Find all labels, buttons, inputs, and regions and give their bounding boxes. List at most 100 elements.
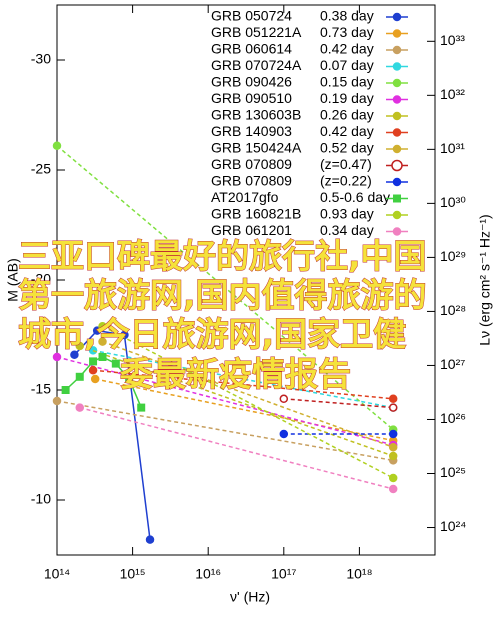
- y-tick-label: -10: [31, 491, 51, 507]
- series-line: [92, 369, 394, 400]
- legend-label: (z=0.47): [320, 156, 372, 172]
- legend-marker: [392, 62, 402, 71]
- legend-label: 0.07 day: [320, 57, 374, 73]
- legend-marker: [393, 194, 401, 203]
- point: [388, 473, 398, 483]
- y2-tick-label: 10²⁴: [440, 518, 466, 534]
- legend-marker: [392, 111, 402, 121]
- legend-name: GRB 060614: [211, 41, 292, 57]
- point: [145, 535, 155, 544]
- legend-name: GRB 150424A: [211, 140, 302, 156]
- y2-tick-label: 10²⁷: [440, 356, 465, 372]
- y-tick-label: -25: [31, 161, 51, 177]
- series-line: [79, 406, 394, 490]
- y2-tick-label: 10³¹: [440, 140, 465, 156]
- point: [388, 429, 398, 439]
- legend-label: 0.19 day: [320, 90, 374, 106]
- legend-marker: [392, 227, 402, 236]
- series-line: [56, 145, 394, 431]
- legend-marker: [392, 12, 402, 22]
- point: [98, 337, 107, 346]
- legend-name: GRB 090510: [211, 90, 292, 106]
- legend-name: GRB 160821B: [211, 206, 301, 222]
- legend-label: 0.38 day: [320, 8, 374, 24]
- legend-label: 0.73 day: [320, 24, 374, 40]
- point: [98, 353, 107, 361]
- series-line: [73, 329, 151, 540]
- point: [88, 365, 98, 375]
- series-line: [102, 340, 394, 448]
- point: [92, 326, 102, 335]
- overlay-text: 城市,今日旅游网,国家卫健: [18, 315, 406, 354]
- y2-tick-label: 10²⁸: [440, 302, 466, 318]
- legend-name: GRB 130603B: [211, 107, 301, 123]
- point: [137, 403, 146, 412]
- point: [388, 484, 398, 494]
- x-tick-label: 10¹⁴: [44, 566, 70, 582]
- point: [52, 352, 62, 362]
- legend-name: GRB 070809: [211, 156, 292, 172]
- legend-label: 0.26 day: [320, 107, 374, 123]
- series-line: [283, 398, 394, 409]
- x-tick-label: 10¹⁸: [346, 566, 372, 582]
- legend-marker: [392, 78, 402, 88]
- series-line: [56, 356, 394, 446]
- series-line: [102, 325, 394, 479]
- point: [89, 357, 98, 366]
- point: [388, 394, 398, 404]
- legend-label: (z=0.22): [320, 173, 372, 189]
- series-line: [56, 400, 394, 462]
- y2-tick-label: 10³²: [440, 86, 465, 102]
- y-tick-label: -15: [31, 381, 51, 397]
- legend-marker: [392, 95, 402, 104]
- legend-name: GRB 070724A: [211, 57, 302, 73]
- legend-name: GRB 051221A: [211, 24, 302, 40]
- point: [98, 321, 107, 331]
- point: [61, 386, 70, 394]
- y2-tick-label: 10²⁶: [440, 410, 466, 426]
- y-tick-label: -30: [31, 51, 51, 67]
- y2-tick-label: 10²⁵: [440, 464, 466, 480]
- y2-tick-label: 10³³: [440, 32, 465, 48]
- point: [52, 396, 62, 406]
- legend-marker: [392, 210, 402, 220]
- legend-label: 0.5-0.6 day: [320, 189, 390, 205]
- x-tick-label: 10¹⁶: [195, 566, 221, 582]
- point: [52, 141, 62, 151]
- point: [90, 374, 100, 384]
- x-axis-label: ν' (Hz): [230, 589, 270, 605]
- legend-marker: [392, 128, 402, 137]
- y2-tick-label: 10³⁰: [440, 194, 466, 210]
- series-line: [92, 349, 394, 409]
- overlay-text: 三亚口碑最好的旅行社,中国: [18, 237, 427, 276]
- legend-marker: [392, 144, 402, 154]
- legend-marker: [392, 29, 402, 38]
- legend-label: 0.93 day: [320, 206, 374, 222]
- legend-label: 0.34 day: [320, 222, 374, 238]
- point: [279, 429, 289, 439]
- overlay-text: 委最新疫情报告: [120, 355, 351, 394]
- point: [75, 341, 85, 351]
- legend-label: 0.15 day: [320, 74, 374, 90]
- legend-marker: [392, 177, 402, 187]
- legend-marker: [392, 45, 402, 55]
- legend-name: AT2017gfo: [211, 189, 279, 205]
- legend-name: GRB 090426: [211, 74, 292, 90]
- y-axis-label: M (AB): [5, 258, 21, 302]
- legend-label: 0.52 day: [320, 140, 374, 156]
- legend-name: GRB 061201: [211, 222, 292, 238]
- legend-label: 0.42 day: [320, 41, 374, 57]
- point: [125, 375, 134, 383]
- point: [279, 394, 289, 404]
- x-tick-label: 10¹⁷: [271, 566, 296, 582]
- point: [388, 442, 398, 452]
- series-line: [79, 345, 394, 457]
- point: [75, 372, 84, 381]
- x-tick-label: 10¹⁵: [120, 566, 146, 582]
- y-tick-label: -20: [31, 271, 51, 287]
- legend-label: 0.42 day: [320, 123, 374, 139]
- overlay-text: 第一旅游网,国内值得旅游的: [18, 276, 427, 315]
- legend-name: GRB 140903: [211, 123, 292, 139]
- legend-marker: [391, 159, 403, 172]
